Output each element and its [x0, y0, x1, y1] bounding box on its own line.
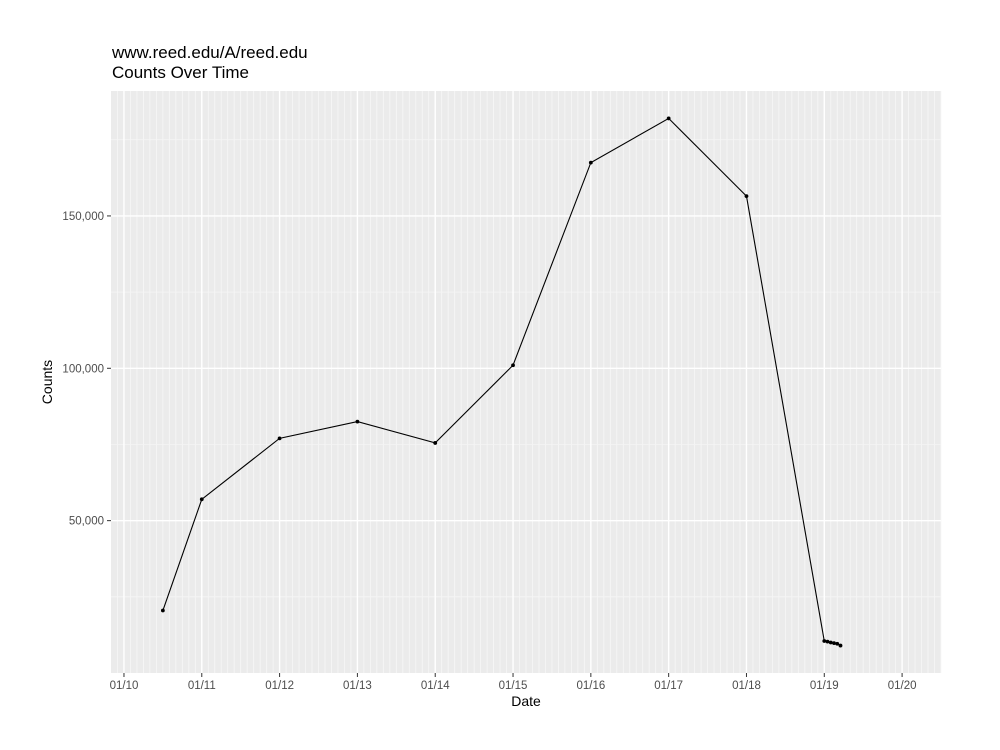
data-point	[277, 436, 282, 441]
x-tick-label: 01/18	[732, 680, 761, 692]
y-axis: 50,000 100,000 150,000	[62, 211, 111, 528]
chart-subtitle: Counts Over Time	[112, 63, 249, 82]
x-axis: 01/10 01/11 01/12 01/13 01/14 01/15 01/16 01/17…	[110, 673, 917, 692]
data-point	[160, 608, 165, 613]
data-point	[744, 194, 749, 199]
y-tick-label: 150,000	[62, 211, 104, 223]
x-tick-label: 01/10	[110, 680, 139, 692]
data-point	[822, 639, 827, 643]
data-point	[825, 639, 830, 644]
chart-title: www.reed.edu/A/reed.edu	[112, 43, 308, 62]
x-tick-label: 01/13	[343, 680, 372, 692]
data-point	[355, 419, 360, 424]
x-tick-label: 01/12	[265, 680, 294, 692]
data-point	[511, 363, 515, 368]
data-point	[666, 116, 671, 121]
data-point	[835, 641, 840, 646]
y-axis-title: Counts	[39, 360, 55, 404]
data-point	[838, 643, 843, 648]
x-axis-title: Date	[511, 693, 541, 709]
minor-gridlines-x	[117, 91, 942, 673]
x-tick-label: 01/19	[810, 680, 839, 692]
data-point	[433, 441, 438, 445]
x-tick-label: 01/11	[188, 680, 216, 692]
x-tick-label: 01/15	[499, 680, 528, 692]
major-gridlines-y	[111, 215, 941, 522]
x-tick-label: 01/16	[576, 680, 605, 692]
y-tick-label: 100,000	[62, 363, 104, 375]
series-points	[160, 116, 843, 648]
minor-gridlines-y	[111, 139, 941, 598]
major-gridlines-x	[123, 91, 903, 673]
data-point	[832, 641, 836, 646]
x-tick-label: 01/14	[421, 680, 450, 692]
x-tick-label: 01/17	[654, 680, 683, 692]
data-point	[199, 497, 204, 502]
y-tick-label: 50,000	[69, 516, 104, 528]
data-point	[828, 640, 833, 645]
x-tick-label: 01/20	[888, 680, 917, 692]
data-point	[588, 160, 593, 165]
chart-title-block: www.reed.edu/A/reed.edu Counts Over Time	[112, 43, 308, 83]
